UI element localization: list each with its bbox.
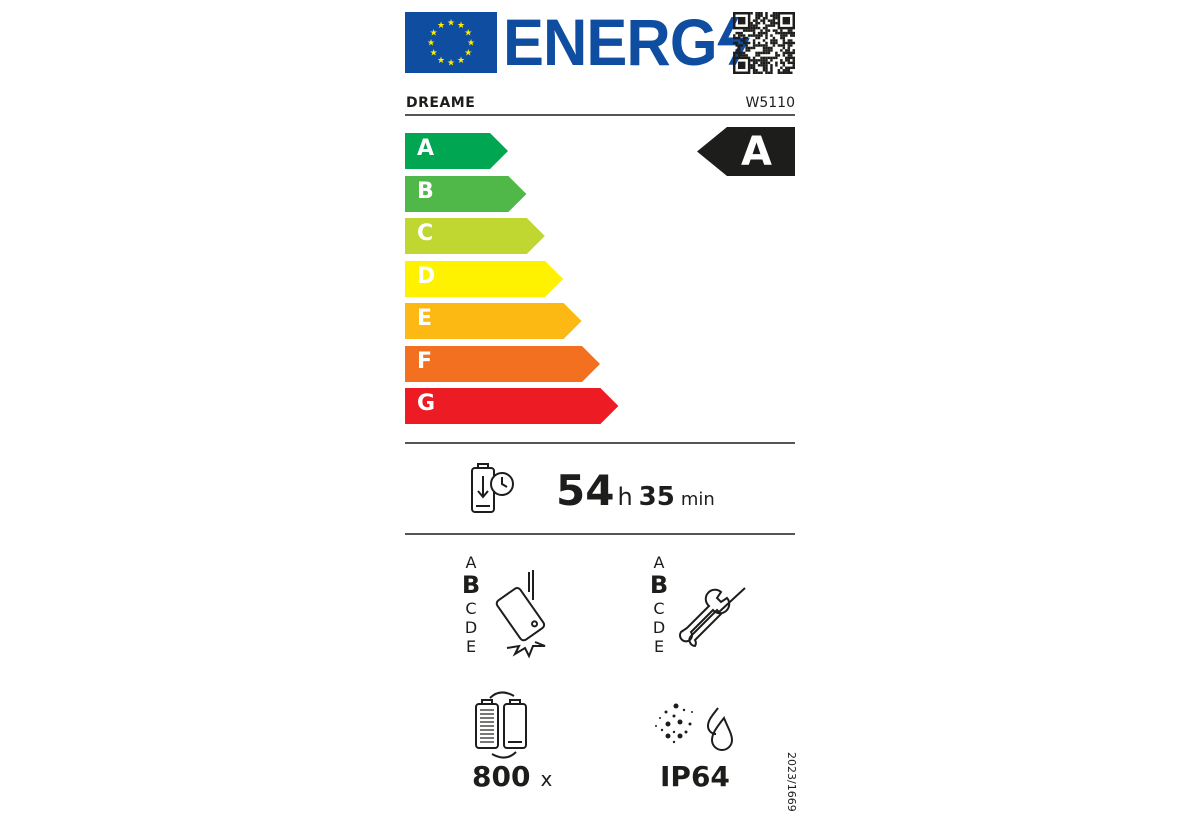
svg-text:★: ★ [430,29,438,39]
dust-dot [673,703,679,709]
battery-endurance-value: 54 h 35 min [556,466,715,515]
battery-cycles-value: 800 x [472,760,552,793]
scale-class: D [464,618,478,637]
energy-class-bar-a: A [405,133,509,169]
brand-name: DREAME [406,95,476,111]
svg-text:★: ★ [447,19,455,29]
energy-class-letter: D [417,263,436,289]
hours-unit: h [617,483,633,511]
dust-dot [672,730,676,734]
svg-text:★: ★ [430,49,438,59]
dust-water-icon [655,703,734,751]
svg-text:★: ★ [464,29,472,39]
ip-rating: IP64 [660,760,730,793]
energy-class-letter: F [417,348,433,374]
dust-dot [677,733,683,739]
energy-class-bar-e: E [405,303,583,339]
divider [405,442,795,444]
scale-class: C [465,599,477,618]
scale-class: B [649,571,669,599]
svg-text:★: ★ [467,39,475,49]
energy-class-letter: C [417,221,434,246]
energy-class-bar-c: C [405,218,546,254]
battery-endurance-icon [471,463,514,513]
dust-dot [672,740,676,744]
scale-class: A [465,553,477,572]
divider [405,114,795,116]
dust-dot [691,711,693,713]
dust-dot [684,730,688,734]
logo-text: ENERG [503,5,718,79]
energy-class-bar-b: B [405,175,527,212]
energy-class-bar-d: D [405,260,564,297]
rating-letter: A [741,129,772,175]
cycles-unit: x [540,767,553,791]
eu-flag: ★ ★ ★ ★ ★ ★ ★ ★ ★ ★ ★ ★ [405,12,497,73]
svg-text:★: ★ [457,56,465,66]
energy-logo-text: ENERGϟ [503,5,749,79]
energy-class-letter: B [417,178,434,204]
dust-dot [655,725,657,727]
qr-code[interactable] [733,12,795,74]
scale-class: D [652,618,666,637]
svg-text:★: ★ [427,39,435,49]
energy-class-letter: E [417,306,433,331]
regulation-number: 2023/1669 [785,752,798,812]
minutes: 35 [638,482,675,512]
svg-text:★: ★ [437,56,445,66]
energy-class-bar-g: G [405,388,619,424]
svg-text:★: ★ [457,21,465,31]
dust-dot [672,714,676,718]
dust-dot [682,708,686,712]
model-id: W5110 [745,95,795,111]
energy-class-letter: A [417,136,435,161]
hours: 54 [556,466,615,515]
scale-class: A [653,553,665,572]
svg-text:★: ★ [447,59,455,69]
dust-dot [664,710,668,714]
scale-class: C [653,599,665,618]
dust-dot [688,722,692,726]
scale-class: E [653,637,665,656]
scale-class: E [465,637,477,656]
rating-indicator: A [697,127,795,180]
drop-phone-icon [495,570,546,659]
dust-dot [665,733,671,739]
svg-text:★: ★ [464,49,472,59]
dust-dot [659,717,661,719]
battery-cycles-icon [475,691,527,759]
dust-dot [677,719,683,725]
cycles-number: 800 [472,760,531,793]
svg-text:★: ★ [437,21,445,31]
scale-class: B [461,571,481,599]
divider [405,533,795,535]
dust-dot [665,721,671,727]
energy-class-bar-f: F [405,345,601,382]
energy-class-letter: G [417,391,436,416]
dust-dot [660,728,664,732]
wrench-screwdriver-icon [679,587,746,648]
minutes-unit: min [680,489,715,510]
